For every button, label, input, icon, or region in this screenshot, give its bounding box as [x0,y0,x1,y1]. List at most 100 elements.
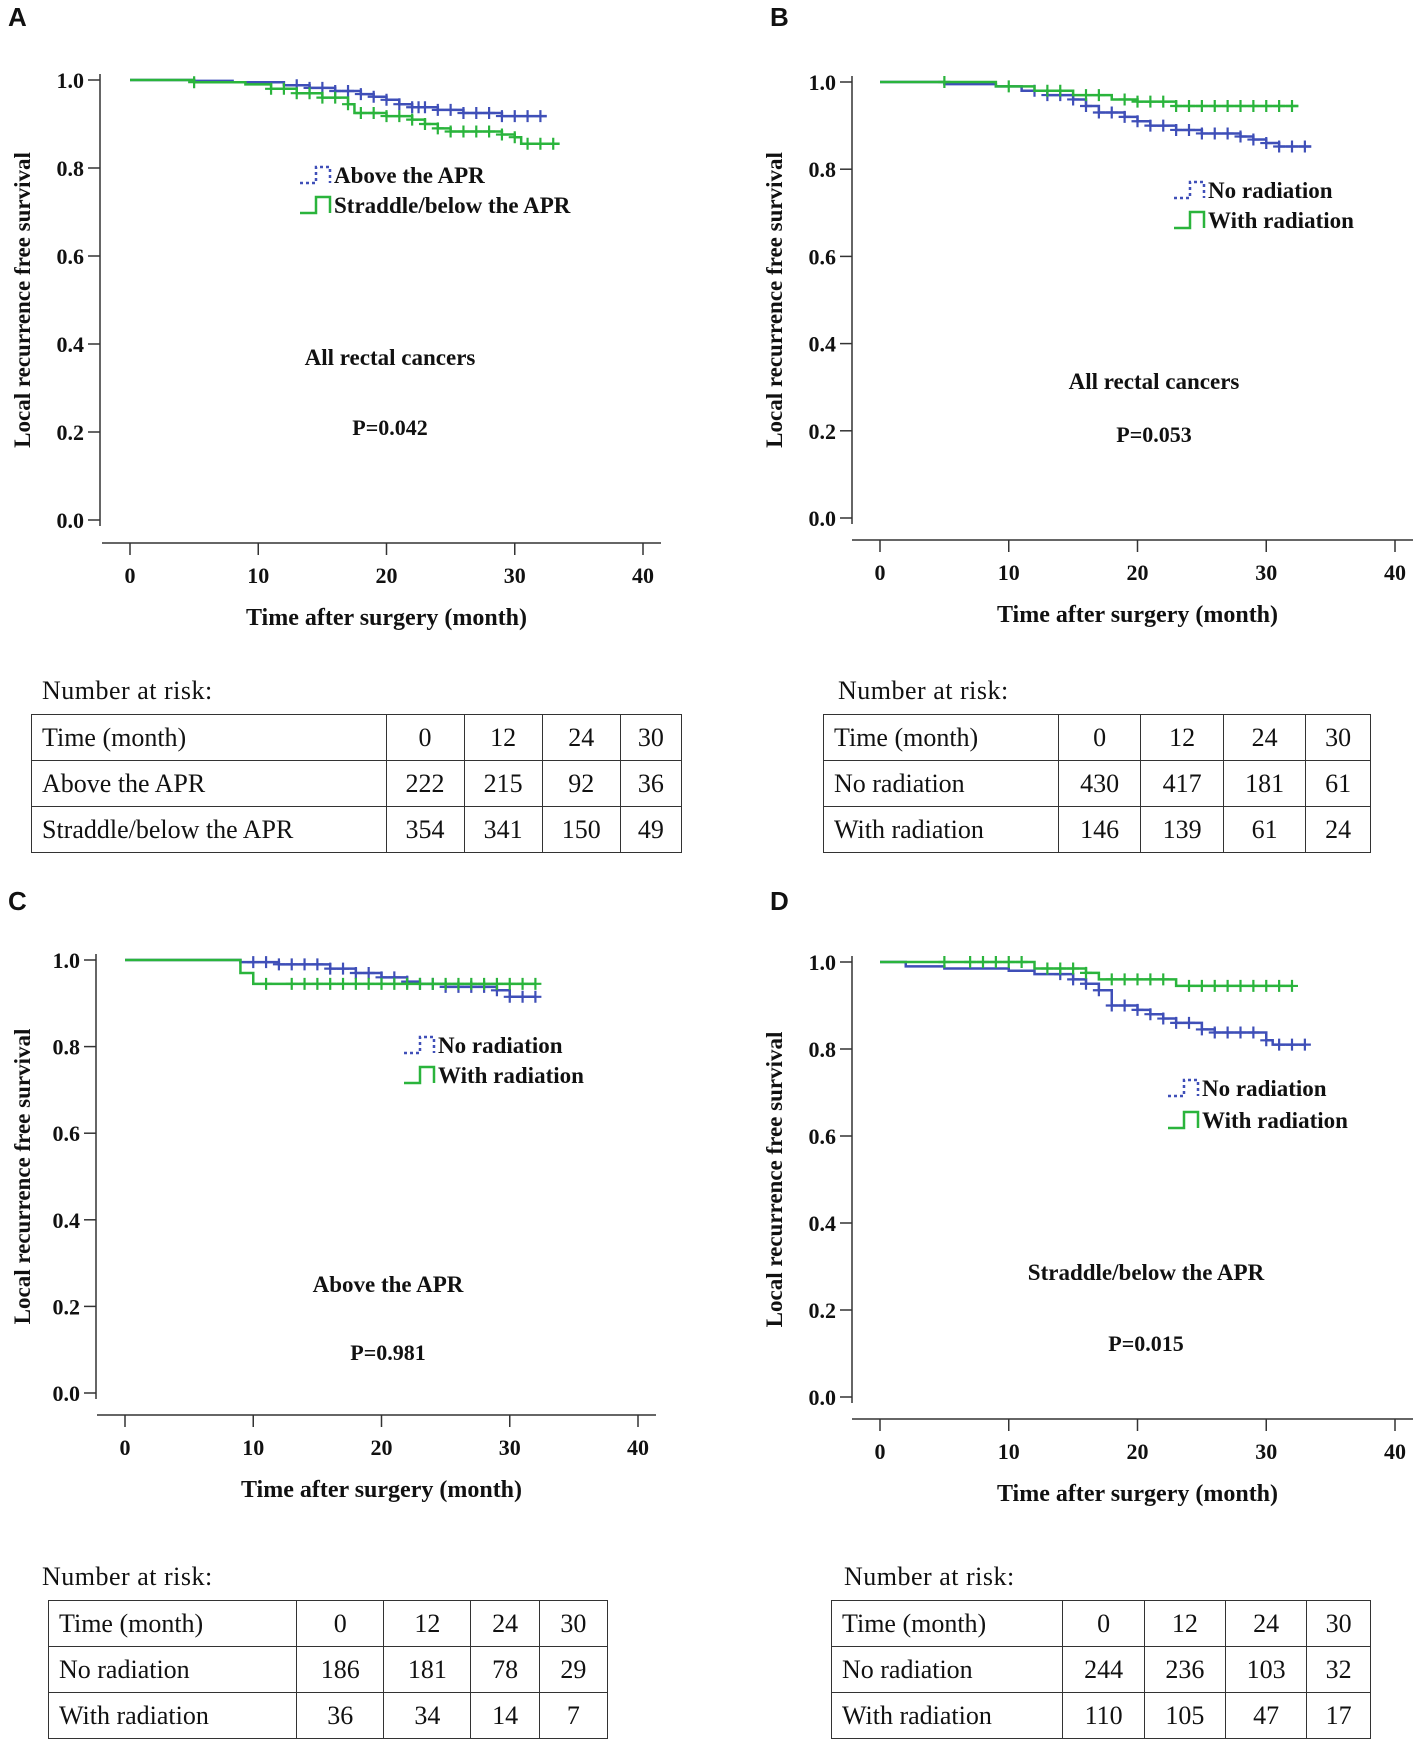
x-tick-label: 0 [875,560,886,585]
y-tick-label: 1.0 [809,950,837,975]
table-cell: 181 [383,1646,472,1693]
censor-mark [1183,1016,1195,1029]
censor-mark [426,977,439,990]
censor-mark [1208,127,1221,140]
censor-mark [367,107,380,119]
table-cell: Time (month) [823,714,1059,761]
censor-mark [1260,137,1273,150]
legend-label-1: No radiation [1208,178,1333,203]
censor-mark [1054,84,1067,97]
censor-mark [388,977,401,990]
legend-symbol-1 [1174,180,1206,200]
table-row: Straddle/below the APR 354 341 150 49 [31,806,683,853]
censor-mark [1144,1008,1157,1021]
censor-mark [1234,99,1247,112]
censor-mark [1144,973,1157,986]
censor-mark [483,125,496,138]
risk-title-a: Number at risk: [42,676,213,705]
censor-mark [470,107,483,119]
censor-mark [393,110,406,123]
table-cell: 61 [1222,806,1307,853]
censor-mark [1208,1026,1221,1039]
table-cell: 36 [619,760,683,807]
panel-letter-b: B [770,2,789,32]
legend-label-1: Above the APR [334,163,485,188]
censor-mark [521,110,534,123]
legend-symbol-1 [404,1035,436,1055]
censor-mark [1170,99,1183,112]
censor-mark [1183,979,1195,992]
censor-mark [439,977,452,990]
censor-mark [311,958,324,971]
censor-mark [1195,979,1208,992]
censor-mark [938,956,951,968]
censor-mark [483,107,496,119]
table-cell: 78 [470,1646,540,1693]
censor-mark [265,82,278,95]
risk-title-c: Number at risk: [42,1562,213,1591]
censor-mark [1247,979,1260,992]
table-cell: 139 [1140,806,1224,853]
censor-mark [516,990,529,1003]
censor-mark [1041,962,1054,975]
table-cell: 181 [1222,760,1307,807]
km-chart-c: 0.0 0.2 0.4 0.6 0.8 1.0 0 10 20 30 40 Time after su… [10,948,656,1503]
table-cell: No radiation [47,1646,298,1693]
censor-mark [1260,1034,1273,1047]
table-cell: 236 [1143,1646,1227,1693]
table-cell: 12 [1143,1600,1227,1647]
risk-table-c: Time (month) 0 12 24 30 No radiation 186… [47,1600,609,1739]
legend-symbol-2 [300,195,332,215]
censor-mark [1054,962,1067,975]
censor-mark [298,977,311,990]
x-axis-label: Time after surgery (month) [241,1477,522,1503]
censor-mark [457,107,470,119]
censor-mark [1208,99,1221,112]
censor-mark [316,91,329,104]
x-tick-label: 40 [632,563,654,588]
censor-mark [1131,973,1144,986]
legend-label-1: No radiation [438,1033,563,1058]
censor-mark [1157,95,1170,108]
censor-mark [1118,999,1131,1012]
x-axis-label: Time after surgery (month) [997,602,1278,628]
censor-mark [406,113,419,126]
y-tick-label: 0.8 [809,1037,837,1062]
censor-mark [938,76,951,88]
censor-mark [1286,1038,1298,1051]
censor-mark [547,137,560,150]
table-cell: With radiation [823,806,1059,853]
censor-mark [1247,1026,1260,1039]
censor-mark [534,110,547,123]
table-cell: 12 [463,714,543,761]
series-line-2 [880,960,1292,988]
table-row: Time (month) 0 12 24 30 [31,714,683,761]
censor-mark [285,958,298,971]
censor-mark [337,962,350,975]
y-tick-label: 0.4 [57,332,85,357]
table-cell: With radiation [830,1692,1064,1739]
table-cell: 146 [1057,806,1142,853]
y-tick-label: 0.4 [809,1211,837,1236]
censor-mark [362,977,375,990]
censor-mark [1221,979,1234,992]
censor-mark [529,977,542,990]
table-cell: 24 [1225,1600,1308,1647]
x-tick-label: 10 [998,1439,1020,1464]
censor-mark [1015,956,1028,968]
y-tick-label: 1.0 [809,70,837,95]
table-cell: 0 [1062,1600,1145,1647]
censor-mark [1221,1026,1234,1039]
table-cell: 61 [1305,760,1371,807]
y-tick-label: 0.2 [57,420,85,445]
censor-mark [1002,956,1015,968]
censor-mark [1118,973,1131,986]
table-cell: 110 [1062,1692,1145,1739]
censor-mark [1118,93,1131,106]
panel-letter-a: A [8,2,27,32]
y-tick-label: 0.0 [809,506,837,531]
table-cell: 14 [470,1692,540,1739]
x-tick-label: 30 [1255,1439,1277,1464]
censor-mark [1131,95,1144,108]
table-cell: 0 [1057,714,1142,761]
